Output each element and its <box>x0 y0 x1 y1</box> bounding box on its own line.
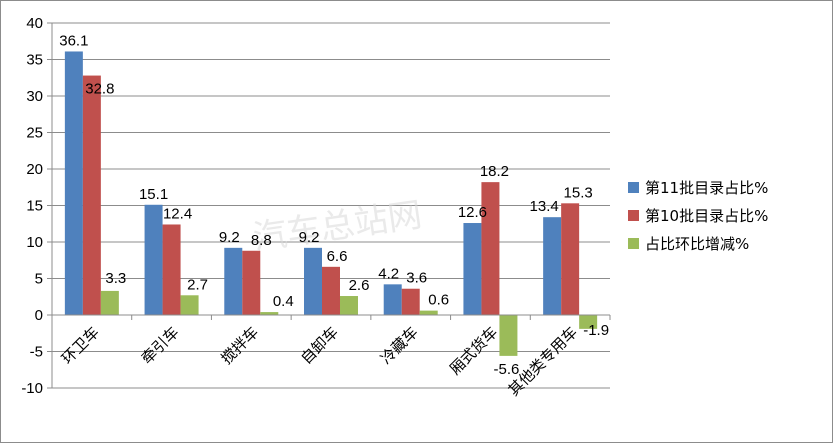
y-tick-label: 40 <box>26 15 43 32</box>
bar <box>82 75 101 315</box>
bar <box>340 296 358 315</box>
bar <box>224 247 243 315</box>
data-label: 3.3 <box>105 270 126 287</box>
data-label: 18.2 <box>480 163 509 180</box>
y-tick-labels: -10 -5 0 5 10 15 20 25 30 35 40 <box>21 15 43 397</box>
data-label: 4.2 <box>378 265 399 282</box>
bar <box>499 315 518 356</box>
bar <box>463 223 482 315</box>
y-tick-label: 15 <box>26 198 43 215</box>
legend-swatch <box>628 238 639 249</box>
axes <box>51 23 611 388</box>
data-label: 0.4 <box>273 293 294 310</box>
data-label: 15.3 <box>564 184 593 201</box>
y-tick-label: 35 <box>26 52 43 69</box>
data-labels: 36.1 32.8 3.3 15.1 12.4 2.7 9.2 8.8 0.4 9.2 6.62.6… <box>59 32 609 377</box>
y-tick-label: -10 <box>21 380 43 397</box>
x-tick-label: 搅拌车 <box>218 323 263 368</box>
bar <box>144 204 163 315</box>
legend-label: 占比环比增减% <box>645 235 749 253</box>
bar <box>64 51 83 315</box>
bar <box>561 203 580 315</box>
y-tick-label: 25 <box>26 125 43 142</box>
data-label: 12.4 <box>163 205 192 222</box>
x-tick-label: 自卸车 <box>297 323 342 368</box>
bar <box>419 310 438 315</box>
bar <box>383 284 402 315</box>
bar <box>180 295 199 315</box>
bar-marks <box>64 51 598 356</box>
bar <box>260 312 279 315</box>
legend-swatch <box>628 182 639 193</box>
data-label: -5.6 <box>493 361 519 378</box>
legend-swatch <box>628 210 639 221</box>
legend-label: 第10批目录占比% <box>645 207 768 225</box>
y-tick-label: 10 <box>26 234 43 251</box>
legend: 第11批目录占比% 第10批目录占比% 占比环比增减% <box>628 179 768 253</box>
bar <box>242 250 261 315</box>
bar <box>543 217 562 315</box>
bar <box>322 266 340 315</box>
data-label: -1.9 <box>583 322 609 339</box>
data-label: 32.8 <box>85 81 114 98</box>
x-tick-label: 牵引车 <box>138 323 183 368</box>
y-tick-label: -5 <box>30 344 43 361</box>
bar <box>481 182 500 315</box>
data-label: 2.7 <box>187 276 208 293</box>
data-label: 2.6 <box>349 277 370 294</box>
x-tick-label: 环卫车 <box>58 323 103 368</box>
data-label: 3.6 <box>406 270 427 287</box>
data-label: 9.2 <box>299 229 320 246</box>
legend-label: 第11批目录占比% <box>645 179 768 197</box>
data-label: 12.6 <box>458 204 487 221</box>
bar <box>100 290 119 315</box>
data-label: 13.4 <box>530 198 559 215</box>
bar <box>304 247 322 315</box>
data-label: 6.6 <box>327 248 348 265</box>
data-label: 36.1 <box>59 32 88 49</box>
y-tick-label: 0 <box>35 307 43 324</box>
data-label: 9.2 <box>219 229 240 246</box>
y-tick-label: 30 <box>26 88 43 105</box>
data-label: 8.8 <box>251 232 272 249</box>
data-label: 15.1 <box>139 186 168 203</box>
y-tick-label: 5 <box>35 271 43 288</box>
bar <box>401 288 420 315</box>
bar <box>162 224 181 315</box>
y-tick-label: 20 <box>26 161 43 178</box>
bar <box>579 315 598 329</box>
x-tick-label: 冷藏车 <box>377 323 422 368</box>
data-label: 0.6 <box>428 292 449 309</box>
